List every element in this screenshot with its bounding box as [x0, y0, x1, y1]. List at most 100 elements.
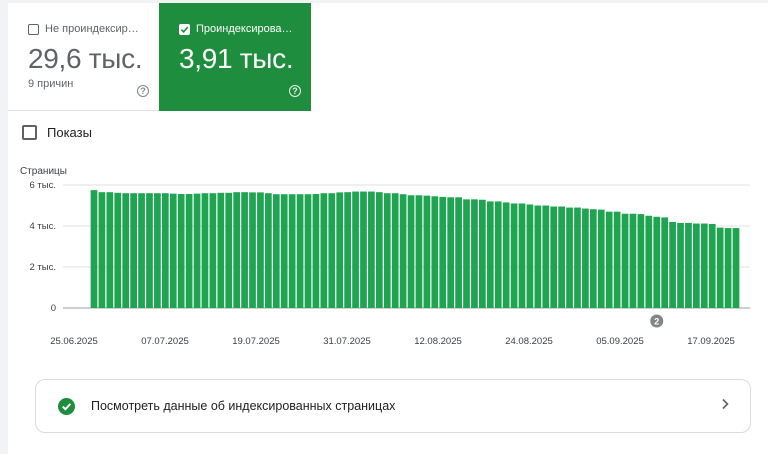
chart-bar[interactable] — [645, 215, 653, 308]
chart-bar[interactable] — [368, 191, 375, 308]
chart-bar[interactable] — [455, 197, 462, 308]
chart-bar[interactable] — [352, 191, 359, 308]
chart-bar[interactable] — [463, 199, 470, 308]
chart-bar[interactable] — [613, 211, 621, 308]
chart-bar[interactable] — [471, 199, 478, 308]
chart-bar[interactable] — [589, 209, 597, 308]
x-tick-label: 24.08.2025 — [505, 336, 553, 347]
chart-bar[interactable] — [193, 193, 201, 308]
chart-bar[interactable] — [122, 193, 130, 308]
help-icon[interactable]: ? — [137, 85, 149, 97]
chart-bar[interactable] — [510, 203, 518, 308]
chart-bar[interactable] — [708, 223, 716, 308]
x-tick-label: 05.09.2025 — [596, 336, 644, 347]
chart-bar[interactable] — [312, 194, 320, 308]
chart-bar[interactable] — [677, 222, 684, 308]
chart-bar[interactable] — [415, 195, 423, 308]
chart-bar[interactable] — [304, 194, 312, 308]
impressions-toggle[interactable]: Показы — [22, 125, 92, 140]
y-tick-label: 6 тыс. — [30, 180, 57, 191]
chart-bar[interactable] — [161, 193, 169, 308]
chart-bar[interactable] — [526, 204, 534, 308]
chart-bar[interactable] — [288, 194, 296, 308]
not-indexed-checkbox[interactable] — [28, 23, 39, 35]
chart-bar[interactable] — [336, 192, 344, 308]
chart-bar[interactable] — [732, 228, 740, 308]
chart-bar[interactable] — [621, 213, 629, 308]
chart-bar[interactable] — [320, 193, 328, 308]
chart-bar[interactable] — [653, 216, 661, 308]
chart-bar[interactable] — [344, 192, 351, 308]
chart-bar[interactable] — [169, 193, 177, 308]
chart-bar[interactable] — [661, 217, 669, 308]
chart-bar[interactable] — [249, 192, 256, 308]
impressions-checkbox[interactable] — [22, 125, 37, 140]
chart-bar[interactable] — [225, 192, 233, 308]
chart-bar[interactable] — [447, 197, 455, 308]
chart-bar[interactable] — [209, 193, 217, 308]
chart-bar[interactable] — [479, 199, 486, 308]
chart-bar[interactable] — [407, 195, 415, 308]
help-icon[interactable]: ? — [289, 85, 301, 97]
chart-bar[interactable] — [502, 202, 510, 308]
chart-bar[interactable] — [423, 195, 431, 308]
chart-bar[interactable] — [241, 192, 248, 308]
chart-bar[interactable] — [693, 223, 700, 308]
chart-bar[interactable] — [328, 193, 336, 308]
chart-bar[interactable] — [700, 223, 708, 308]
chart-bar[interactable] — [669, 221, 676, 308]
chart-bar[interactable] — [605, 211, 613, 308]
chart-bar[interactable] — [146, 193, 153, 308]
chart-bar[interactable] — [582, 208, 589, 308]
chart-bar[interactable] — [724, 228, 732, 308]
chart-bar[interactable] — [574, 207, 581, 308]
chart-bar[interactable] — [685, 222, 692, 308]
chart-bar[interactable] — [272, 194, 280, 308]
y-axis-label: Страницы — [20, 166, 67, 177]
view-indexed-pages-link[interactable]: Посмотреть данные об индексированных стр… — [35, 379, 751, 433]
chart-bar[interactable] — [534, 205, 542, 309]
chart-bar[interactable] — [201, 193, 209, 308]
chart-bar[interactable] — [296, 194, 304, 308]
chart-bar[interactable] — [637, 214, 645, 308]
chart-bar[interactable] — [439, 196, 447, 308]
chart-bar[interactable] — [383, 193, 391, 308]
chart-bar[interactable] — [217, 192, 225, 308]
indexed-tile[interactable]: Проиндексирова… 3,91 тыс. ? — [159, 3, 311, 111]
x-tick-label: 31.07.2025 — [323, 336, 371, 347]
chart-bar[interactable] — [90, 190, 98, 308]
chart-bar[interactable] — [360, 191, 367, 308]
chart-bar[interactable] — [629, 213, 637, 308]
chart-bar[interactable] — [542, 205, 550, 309]
chart-bar[interactable] — [98, 192, 106, 308]
not-indexed-tile[interactable]: Не проиндексир… 29,6 тыс. 9 причин ? — [8, 3, 159, 111]
chart-bar[interactable] — [486, 201, 494, 308]
chart-bar[interactable] — [399, 194, 407, 308]
indexing-report-card: Не проиндексир… 29,6 тыс. 9 причин ? Про… — [8, 3, 768, 454]
x-tick-label: 17.09.2025 — [687, 336, 735, 347]
chart-bar[interactable] — [130, 193, 137, 308]
chart-bar[interactable] — [375, 192, 383, 308]
y-tick-label: 4 тыс. — [30, 221, 57, 232]
annotation-marker[interactable] — [650, 314, 664, 328]
chart-bar[interactable] — [597, 209, 605, 308]
chart-bar[interactable] — [716, 227, 724, 308]
chart-bar[interactable] — [233, 192, 241, 308]
chart-bar[interactable] — [431, 196, 439, 308]
chart-bar[interactable] — [185, 194, 193, 308]
chart-bar[interactable] — [114, 192, 122, 308]
chart-bar[interactable] — [257, 192, 264, 308]
chart-bar[interactable] — [106, 192, 114, 308]
chart-bar[interactable] — [391, 193, 399, 308]
chart-bar[interactable] — [566, 207, 573, 308]
chart-bar[interactable] — [154, 193, 161, 308]
chart-bar[interactable] — [518, 203, 526, 308]
chart-bar[interactable] — [494, 201, 502, 308]
indexed-checkbox[interactable] — [179, 23, 190, 35]
chart-bar[interactable] — [280, 194, 288, 308]
chart-bar[interactable] — [177, 194, 185, 308]
chart-bar[interactable] — [138, 193, 145, 308]
chart-bar[interactable] — [550, 206, 558, 308]
chart-bar[interactable] — [558, 206, 565, 308]
chart-bar[interactable] — [265, 193, 272, 308]
